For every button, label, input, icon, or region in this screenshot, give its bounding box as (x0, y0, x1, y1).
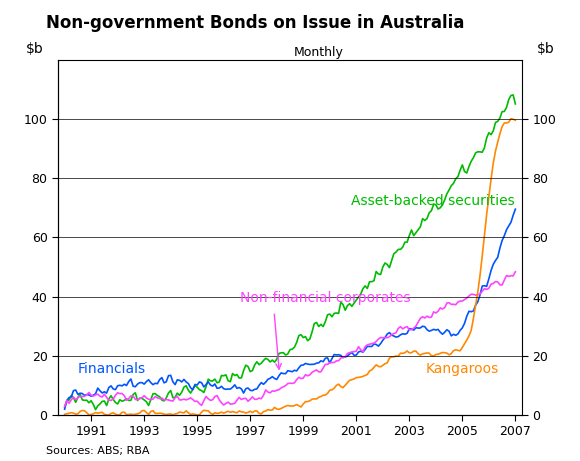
Text: Non-financial corporates: Non-financial corporates (240, 291, 410, 306)
Text: $b: $b (26, 42, 44, 56)
Text: Kangaroos: Kangaroos (425, 362, 498, 377)
Text: Sources: ABS; RBA: Sources: ABS; RBA (46, 446, 150, 456)
Text: Financials: Financials (78, 362, 146, 377)
Text: Non-government Bonds on Issue in Australia: Non-government Bonds on Issue in Austral… (46, 14, 465, 32)
Text: $b: $b (536, 42, 554, 56)
Text: Asset-backed securities: Asset-backed securities (351, 194, 514, 208)
Text: Monthly: Monthly (294, 46, 344, 59)
